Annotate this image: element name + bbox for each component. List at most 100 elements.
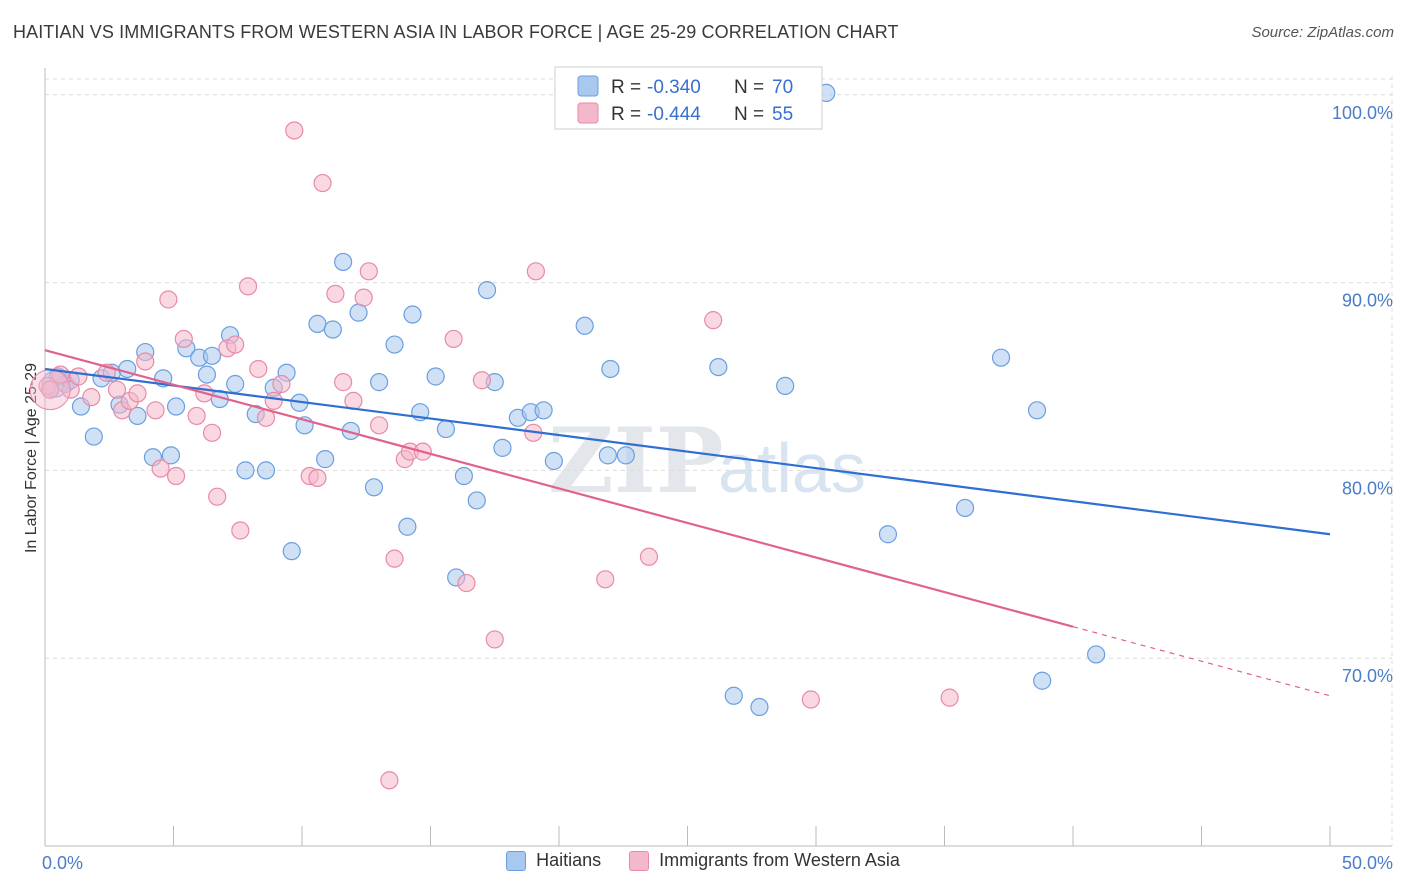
y-tick-label: 90.0% [1342, 291, 1393, 311]
western-asia-point [472, 371, 491, 390]
western-asia-point [596, 570, 615, 589]
haitians-point [1033, 671, 1052, 690]
western-asia-point [166, 466, 186, 486]
western-asia-point [107, 380, 127, 399]
haitians-point [575, 316, 594, 335]
haitians-point [349, 303, 368, 322]
haitians-point [197, 365, 217, 384]
haitians-point [436, 419, 456, 439]
legend-box: R = -0.340 N = 70 R = -0.444 N = 55 [554, 66, 823, 130]
x-tick-label-start: 0.0% [42, 853, 83, 873]
western-asia-point [41, 380, 60, 399]
western-asia-point [370, 416, 389, 435]
haitians-point [236, 461, 255, 480]
western-asia-point [187, 406, 206, 426]
legend-r-label-blue: R = [611, 77, 641, 98]
legend-r-label-pink: R = [611, 104, 641, 125]
western-asia-cluster-point [29, 369, 71, 411]
haitians-point [84, 427, 103, 446]
haitians-point [308, 314, 327, 334]
y-tick-label: 80.0% [1342, 478, 1393, 498]
haitians-point [370, 373, 389, 392]
legend-n-value-blue: 70 [772, 77, 793, 98]
legend-r-value-pink: -0.444 [647, 104, 701, 125]
western-asia-point [359, 262, 378, 281]
western-asia-point [313, 173, 332, 193]
bottom-legend-label-western-asia: Immigrants from Western Asia [659, 850, 900, 870]
chart-title: HAITIAN VS IMMIGRANTS FROM WESTERN ASIA … [13, 22, 899, 42]
haitians-point [166, 397, 186, 416]
western-asia-point [272, 374, 291, 394]
western-asia-point [485, 630, 504, 649]
legend-frame [554, 66, 823, 130]
haitians-point [403, 305, 422, 324]
legend-n-label-pink: N = [734, 104, 764, 125]
haitians-point [1027, 401, 1047, 420]
western-asia-point [238, 277, 258, 296]
western-asia-point [354, 288, 373, 307]
haitians-point [398, 517, 417, 536]
watermark-zip: ZIP [548, 408, 723, 514]
haitians-point [426, 367, 445, 386]
haitians-trend-line [44, 367, 1331, 536]
western-asia-point [285, 121, 304, 140]
western-asia-point [208, 487, 227, 506]
haitians-point [226, 374, 245, 394]
bottom-legend-western-asia: Immigrants from Western Asia [629, 850, 900, 871]
western-asia-point [136, 352, 155, 371]
haitians-point [601, 359, 620, 379]
haitians-point [454, 466, 474, 486]
haitians-point [750, 697, 769, 717]
haitians-point [323, 320, 342, 339]
haitians-point [878, 525, 898, 544]
haitians-point [709, 357, 728, 377]
haitians-point [991, 348, 1011, 367]
bottom-legend-swatch-pink [629, 850, 650, 871]
haitians-point [282, 542, 301, 561]
haitians-point [1087, 645, 1106, 664]
haitians-point [955, 498, 975, 518]
y-tick-label: 70.0% [1342, 666, 1393, 686]
y-tick-labels: 70.0% 80.0% 90.0% 100.0% [1332, 103, 1393, 686]
legend-n-value-pink: 55 [772, 104, 793, 125]
western-asia-point [801, 690, 820, 709]
haitians-point [467, 491, 486, 510]
bottom-legend-label-haitians: Haitians [536, 850, 602, 870]
source-label: Source: ZipAtlas.com [1251, 24, 1394, 41]
bottom-legend-swatch-blue [506, 850, 527, 871]
bottom-legend-haitians: Haitians [506, 850, 601, 871]
haitians-point [493, 438, 512, 457]
western-asia-point [334, 373, 353, 392]
trend-lines [44, 349, 1331, 697]
western-asia-point [380, 771, 399, 790]
legend-swatch-blue [577, 75, 599, 97]
western-asia-point [264, 391, 283, 411]
western-asia-point [704, 311, 723, 330]
haitians-point [256, 461, 276, 480]
legend-r-value-blue: -0.340 [647, 77, 701, 98]
haitians-point [776, 376, 795, 395]
western-asia-point [174, 329, 193, 349]
western-asia-point [151, 459, 170, 478]
western-asia-trend-extension [1072, 626, 1331, 697]
y-axis-label: In Labor Force | Age 25-29 [23, 363, 40, 553]
x-tick-label-end: 50.0% [1342, 853, 1393, 873]
western-asia-point [526, 262, 545, 281]
western-asia-point [128, 384, 147, 403]
legend-n-label-blue: N = [734, 77, 764, 98]
y-tick-label: 100.0% [1332, 103, 1393, 123]
haitians-point [202, 346, 222, 365]
x-tick-labels: 0.0% 50.0% [42, 853, 1393, 873]
western-asia-point [444, 329, 463, 349]
western-asia-point [231, 521, 250, 540]
haitians-point [364, 478, 384, 497]
western-asia-point [249, 359, 268, 379]
western-asia-point [82, 388, 101, 407]
haitians-point [544, 451, 563, 471]
haitians-point [316, 450, 335, 469]
western-asia-trend-line [44, 349, 1074, 628]
haitians-point [477, 280, 497, 300]
legend-swatch-pink [577, 102, 599, 124]
haitians-point [334, 252, 353, 272]
